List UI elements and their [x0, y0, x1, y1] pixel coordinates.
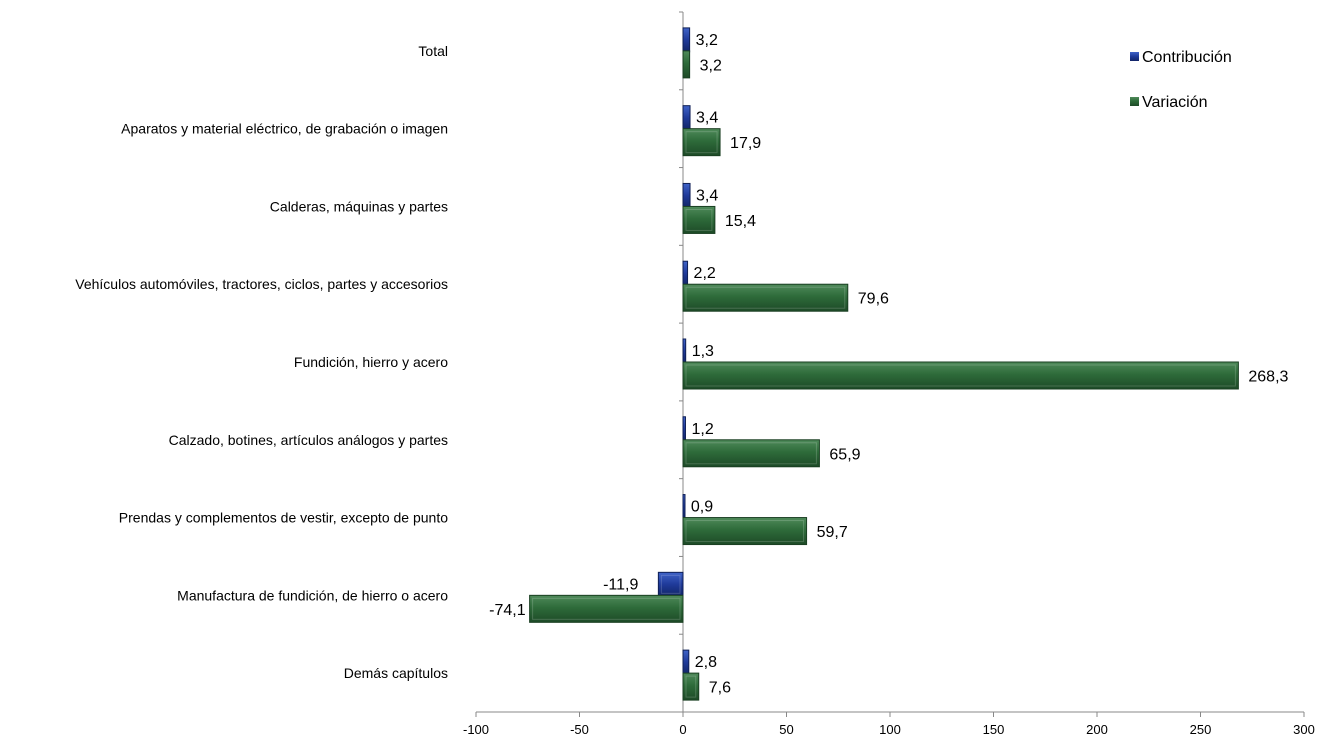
contribucion-bar-bevel [660, 574, 681, 594]
variacion-bar-bevel [532, 597, 681, 620]
category-label: Demás capítulos [344, 665, 448, 681]
x-tick-label: 0 [679, 722, 686, 737]
variacion-bar [682, 361, 1239, 390]
category-label: Fundición, hierro y acero [294, 354, 448, 370]
contribucion-value-label: 3,4 [696, 110, 718, 127]
legend-swatch-contribucion [1130, 52, 1139, 61]
x-tick-label: 300 [1293, 722, 1315, 737]
x-tick-label: 250 [1190, 722, 1212, 737]
variacion-value-label: 7,6 [709, 680, 731, 697]
x-axis-ticks: -100 -50 0 50 100 150 200 250 300 [463, 712, 1315, 737]
contribucion-bar [682, 416, 686, 442]
bars [529, 27, 1239, 701]
contribucion-value-label: 1,3 [692, 343, 714, 360]
x-tick-label: -100 [463, 722, 489, 737]
variacion-bar [682, 205, 716, 234]
contribucion-value-label: 2,8 [695, 654, 717, 671]
contribucion-value-label: 2,2 [694, 265, 716, 282]
contribucion-bar [682, 494, 686, 520]
contribucion-value-label: 3,4 [696, 187, 718, 204]
value-labels: 3,2 3,2 3,4 17,9 3,4 15,4 2,2 79,6 1,3 268,3 1,2 65… [489, 32, 1288, 697]
variacion-value-label: 79,6 [858, 291, 889, 308]
legend-label-variacion: Variación [1142, 94, 1208, 111]
x-tick-label: 150 [983, 722, 1005, 737]
variacion-bar-bevel [685, 286, 846, 309]
variacion-bar [529, 594, 684, 623]
category-label: Vehículos automóviles, tractores, ciclos… [75, 276, 448, 292]
variacion-bar-bevel [685, 208, 713, 231]
contribucion-bar [682, 649, 690, 675]
variacion-bar [682, 128, 721, 157]
contribucion-bar [682, 338, 687, 364]
variacion-value-label: 268,3 [1248, 369, 1288, 386]
variacion-value-label: 3,2 [700, 57, 722, 74]
legend: Contribución Variación [1130, 49, 1232, 111]
contribucion-bar [682, 260, 689, 286]
variacion-value-label: 17,9 [730, 135, 761, 152]
variacion-bar-bevel [685, 442, 817, 465]
contribucion-bar [682, 182, 691, 208]
x-tick-label: 50 [779, 722, 793, 737]
variacion-bar-bevel [685, 675, 697, 698]
category-label: Aparatos y material eléctrico, de grabac… [121, 121, 448, 137]
variacion-bar [682, 672, 700, 701]
category-label: Prendas y complementos de vestir, except… [119, 510, 448, 526]
x-tick-label: 200 [1086, 722, 1108, 737]
variacion-value-label: 65,9 [829, 446, 860, 463]
variacion-value-label: 15,4 [725, 213, 756, 230]
variacion-bar-bevel [685, 520, 805, 543]
contribucion-value-label: 3,2 [696, 32, 718, 49]
category-label: Calderas, máquinas y partes [270, 198, 448, 214]
legend-swatch-variacion [1130, 97, 1139, 106]
x-tick-label: -50 [570, 722, 589, 737]
variacion-bar-bevel [685, 364, 1236, 387]
variacion-bar [682, 283, 849, 312]
contribucion-value-label: 0,9 [691, 499, 713, 516]
category-labels: Total Aparatos y material eléctrico, de g… [75, 43, 448, 681]
contribucion-bar [657, 571, 684, 597]
contribucion-value-label: -11,9 [603, 576, 638, 593]
variacion-value-label: -74,1 [489, 602, 526, 619]
variacion-value-label: 59,7 [817, 524, 848, 541]
variacion-bar [682, 517, 808, 546]
variacion-bar [682, 439, 820, 468]
variacion-bar [682, 50, 691, 79]
contribucion-bar [682, 105, 691, 131]
legend-label-contribucion: Contribución [1142, 49, 1232, 66]
category-label: Total [418, 43, 448, 59]
x-tick-label: 100 [879, 722, 901, 737]
contribucion-value-label: 1,2 [691, 421, 713, 438]
category-label: Manufactura de fundición, de hierro o ac… [177, 587, 448, 603]
category-label: Calzado, botines, artículos análogos y p… [169, 432, 448, 448]
variacion-bar-bevel [685, 131, 718, 154]
contribucion-bar [682, 27, 691, 53]
